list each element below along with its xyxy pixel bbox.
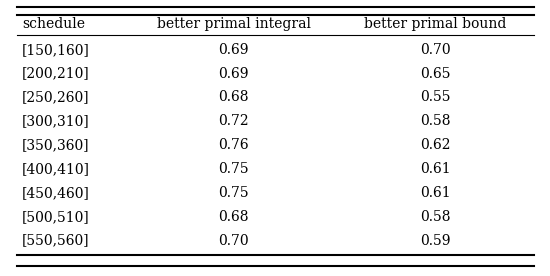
Text: 0.69: 0.69 xyxy=(218,43,249,57)
Text: [450,460]: [450,460] xyxy=(22,186,90,200)
Text: 0.75: 0.75 xyxy=(218,162,249,176)
Text: [400,410]: [400,410] xyxy=(22,162,90,176)
Text: 0.61: 0.61 xyxy=(420,186,450,200)
Text: 0.75: 0.75 xyxy=(218,186,249,200)
Text: 0.65: 0.65 xyxy=(420,67,450,81)
Text: 0.68: 0.68 xyxy=(218,210,249,224)
Text: better primal bound: better primal bound xyxy=(364,17,507,31)
Text: 0.58: 0.58 xyxy=(420,114,450,128)
Text: [550,560]: [550,560] xyxy=(22,233,90,248)
Text: 0.61: 0.61 xyxy=(420,162,450,176)
Text: [350,360]: [350,360] xyxy=(22,138,90,152)
Text: [200,210]: [200,210] xyxy=(22,67,90,81)
Text: [150,160]: [150,160] xyxy=(22,43,90,57)
Text: schedule: schedule xyxy=(22,17,85,31)
Text: 0.62: 0.62 xyxy=(420,138,450,152)
Text: 0.76: 0.76 xyxy=(218,138,249,152)
Text: 0.58: 0.58 xyxy=(420,210,450,224)
Text: 0.70: 0.70 xyxy=(420,43,450,57)
Text: 0.68: 0.68 xyxy=(218,91,249,104)
Text: 0.70: 0.70 xyxy=(218,233,249,248)
Text: [250,260]: [250,260] xyxy=(22,91,90,104)
Text: [300,310]: [300,310] xyxy=(22,114,90,128)
Text: 0.59: 0.59 xyxy=(420,233,450,248)
Text: 0.69: 0.69 xyxy=(218,67,249,81)
Text: [500,510]: [500,510] xyxy=(22,210,90,224)
Text: 0.72: 0.72 xyxy=(218,114,249,128)
Text: 0.55: 0.55 xyxy=(420,91,450,104)
Text: better primal integral: better primal integral xyxy=(157,17,311,31)
